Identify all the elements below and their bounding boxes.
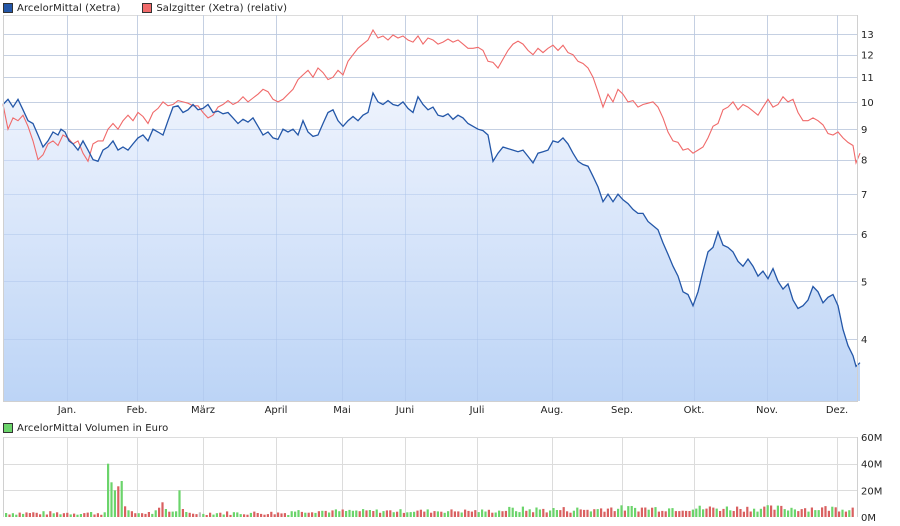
legend-swatch-green-icon — [3, 423, 13, 433]
x-tick-label: Dez. — [826, 405, 848, 416]
volume-tick-label: 40M — [861, 460, 882, 471]
volume-tick-label: 20M — [861, 486, 882, 497]
x-tick-label: Aug. — [541, 405, 564, 416]
price-grid-overlay — [3, 15, 857, 401]
legend-item-salzgitter[interactable]: Salzgitter (Xetra) (relativ) — [142, 2, 287, 14]
legend-item-arcelormittal[interactable]: ArcelorMittal (Xetra) — [3, 2, 120, 14]
x-tick-label: Juni — [395, 405, 414, 416]
legend-label: ArcelorMittal (Xetra) — [17, 2, 121, 14]
y-tick-label: 10 — [861, 98, 874, 109]
salzgitter-line — [2, 28, 861, 165]
y-tick-label: 9 — [861, 125, 867, 136]
x-tick-label: April — [265, 405, 288, 416]
arcelormittal-line — [2, 91, 861, 368]
x-axis-labels: Jan. Feb. März April Mai Juni Juli Aug. Sep. Okt.… — [57, 405, 848, 416]
volume-bars — [5, 463, 854, 517]
volume-tick-label: 0M — [861, 513, 876, 524]
y-tick-label: 8 — [861, 156, 867, 167]
x-tick-label: Juli — [469, 405, 485, 416]
legend-label: Salzgitter (Xetra) (relativ) — [156, 2, 288, 14]
volume-tick-label: 60M — [861, 433, 882, 444]
y-tick-label: 11 — [861, 73, 874, 84]
y-tick-label: 5 — [861, 277, 867, 288]
y-tick-label: 6 — [861, 230, 867, 241]
x-tick-label: März — [191, 405, 215, 416]
x-tick-label: Nov. — [756, 405, 778, 416]
x-tick-label: Jan. — [57, 405, 77, 416]
legend-label: ArcelorMittal Volumen in Euro — [17, 422, 169, 434]
legend-swatch-blue-icon — [3, 3, 13, 13]
x-tick-label: Mai — [333, 405, 351, 416]
x-tick-label: Okt. — [684, 405, 705, 416]
chart-legend: ArcelorMittal (Xetra) Salzgitter (Xetra)… — [3, 2, 287, 14]
y-tick-label: 7 — [861, 190, 867, 201]
volume-legend: ArcelorMittal Volumen in Euro — [3, 422, 168, 434]
legend-swatch-red-icon — [142, 3, 153, 13]
arcelormittal-area — [3, 93, 860, 401]
y-tick-label: 12 — [861, 51, 874, 62]
y-tick-label: 4 — [861, 335, 867, 346]
x-tick-label: Feb. — [127, 405, 148, 416]
price-frame — [3, 15, 858, 402]
legend-item-volume[interactable]: ArcelorMittal Volumen in Euro — [3, 422, 168, 434]
x-tick-label: Sep. — [611, 405, 633, 416]
volume-grid — [3, 437, 858, 517]
y-tick-label: 13 — [861, 30, 874, 41]
volume-axis-labels: 0M 20M 40M 60M — [861, 433, 882, 524]
y-axis-labels: 4 5 6 7 8 9 10 11 12 13 — [861, 30, 874, 346]
